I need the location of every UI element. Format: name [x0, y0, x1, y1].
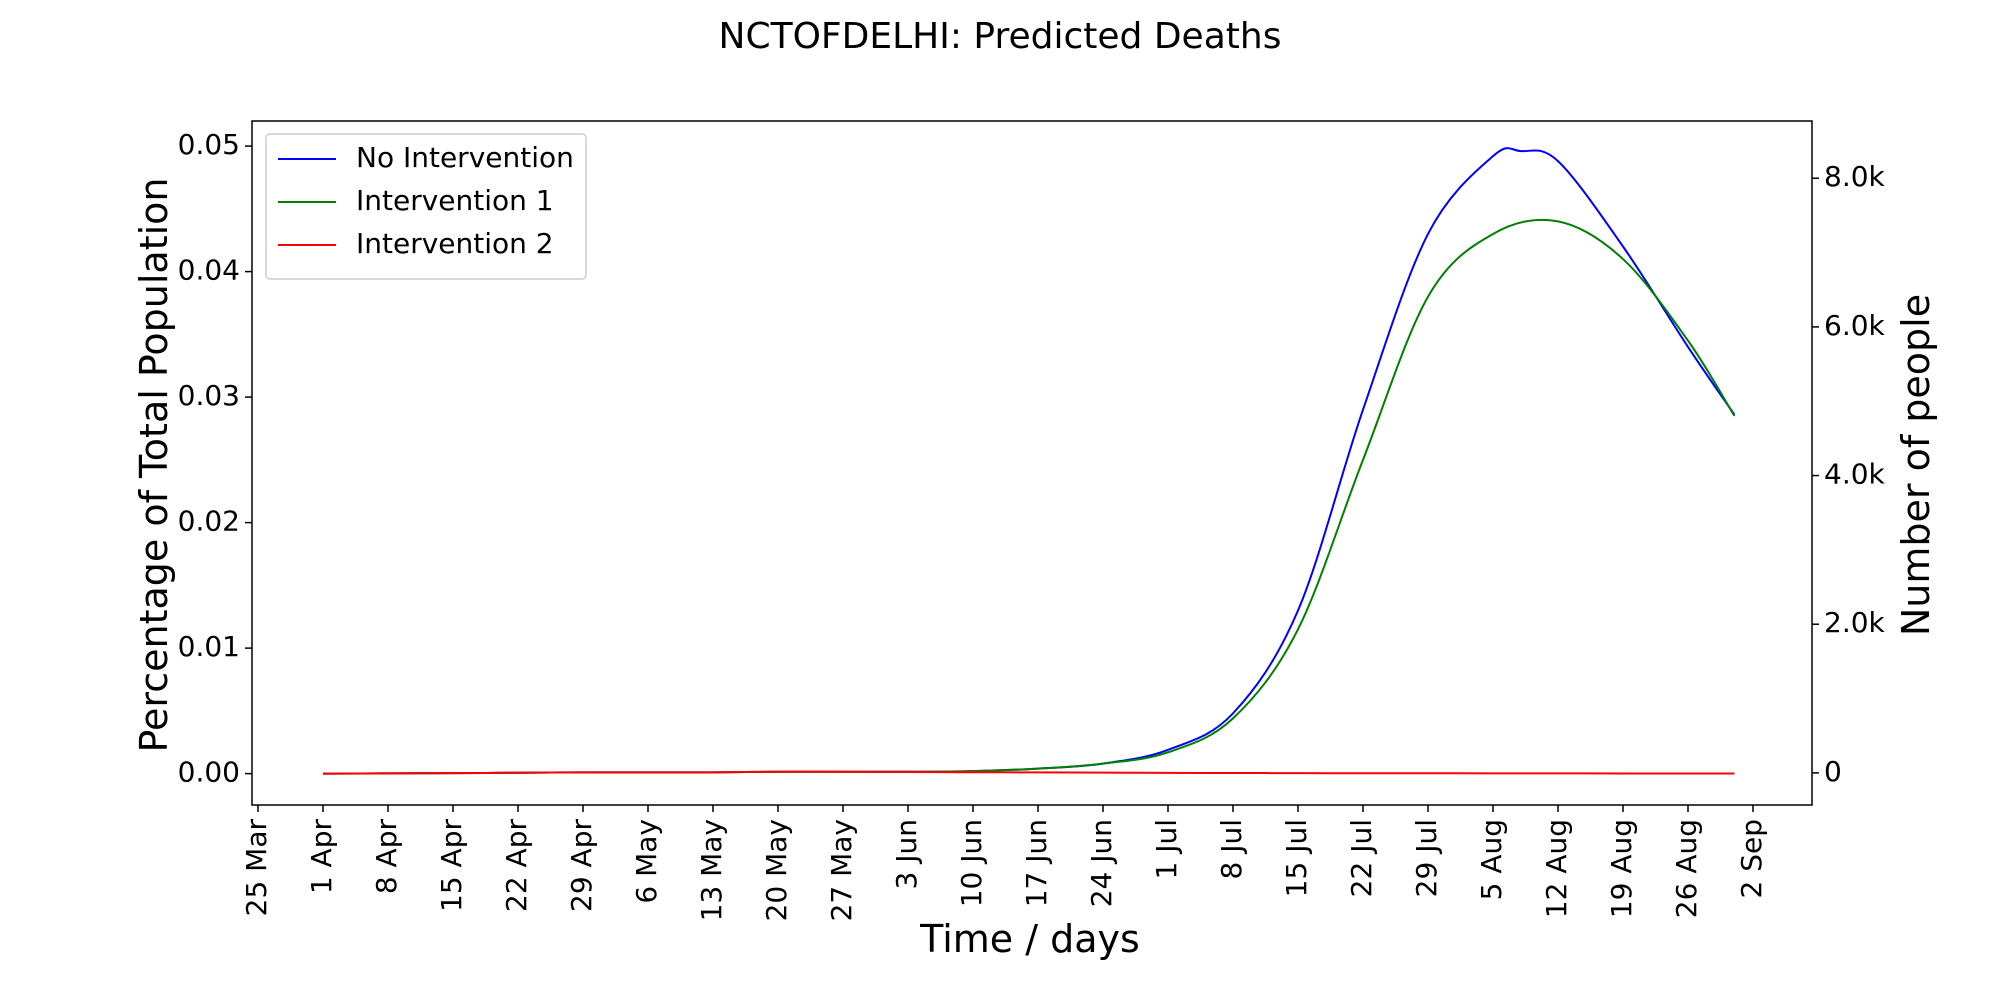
y-right-axis-ticks: 0 2.0k 4.0k 6.0k 8.0k — [1812, 160, 1886, 788]
y-tick-label: 0.05 — [178, 128, 240, 161]
x-tick-label: 24 Jun — [1085, 819, 1118, 907]
x-tick-label: 22 Apr — [500, 819, 533, 912]
y-right-tick-label: 8.0k — [1824, 160, 1886, 193]
x-tick-label: 15 Jul — [1280, 819, 1313, 897]
x-tick-label: 19 Aug — [1605, 819, 1638, 918]
x-tick-label: 22 Jul — [1345, 819, 1378, 897]
x-tick-label: 25 Mar — [240, 819, 273, 917]
x-tick-label: 17 Jun — [1020, 819, 1053, 907]
plot-area-border — [251, 120, 1813, 806]
y-right-axis-label: Number of people — [1894, 294, 1938, 636]
x-tick-label: 5 Aug — [1475, 819, 1508, 900]
plot-frame — [251, 120, 1813, 806]
x-tick-label: 10 Jun — [955, 819, 988, 907]
y-tick-label: 0.02 — [178, 505, 240, 538]
y-tick-label: 0.04 — [178, 254, 240, 287]
series-line-intervention-1 — [322, 218, 1736, 775]
legend-label-no-intervention: No Intervention — [356, 141, 574, 174]
x-tick-label: 27 May — [825, 819, 858, 921]
legend-label-intervention-1: Intervention 1 — [356, 184, 554, 217]
series-line-intervention-2 — [322, 770, 1735, 775]
chart-title: NCTOFDELHI: Predicted Deaths — [719, 16, 1282, 57]
y-tick-label: 0.00 — [178, 756, 240, 789]
x-tick-label: 26 Aug — [1670, 819, 1703, 918]
x-tick-label: 8 Apr — [370, 819, 403, 895]
x-tick-label: 1 Apr — [305, 819, 338, 895]
x-axis-ticks: 25 Mar 1 Apr 8 Apr 15 Apr 22 Apr 29 Apr 6 May 1… — [240, 805, 1768, 921]
x-tick-label: 8 Jul — [1215, 819, 1248, 880]
y-right-tick-label: 2.0k — [1824, 606, 1886, 639]
x-tick-label: 29 Apr — [565, 819, 598, 912]
y-tick-label: 0.01 — [178, 630, 240, 663]
x-tick-label: 3 Jun — [890, 819, 923, 889]
x-tick-label: 1 Jul — [1150, 819, 1183, 880]
x-tick-label: 12 Aug — [1540, 819, 1573, 918]
y-right-tick-label: 6.0k — [1824, 309, 1886, 342]
x-tick-label: 13 May — [695, 819, 728, 921]
legend: No Intervention Intervention 1 Interventio… — [265, 133, 587, 280]
x-tick-label: 29 Jul — [1410, 819, 1443, 897]
x-axis-label: Time / days — [919, 917, 1140, 961]
y-axis-ticks: 0.00 0.01 0.02 0.03 0.04 0.05 — [178, 128, 252, 789]
y-axis-label: Percentage of Total Population — [132, 177, 176, 752]
series-lines — [322, 147, 1736, 775]
x-tick-label: 20 May — [760, 819, 793, 921]
y-right-tick-label: 0 — [1824, 755, 1842, 788]
x-tick-label: 6 May — [630, 819, 663, 904]
legend-box — [265, 133, 587, 280]
legend-label-intervention-2: Intervention 2 — [356, 227, 554, 260]
y-tick-label: 0.03 — [178, 379, 240, 412]
x-tick-label: 2 Sep — [1735, 819, 1768, 899]
x-tick-label: 15 Apr — [435, 819, 468, 912]
y-right-tick-label: 4.0k — [1824, 458, 1886, 491]
